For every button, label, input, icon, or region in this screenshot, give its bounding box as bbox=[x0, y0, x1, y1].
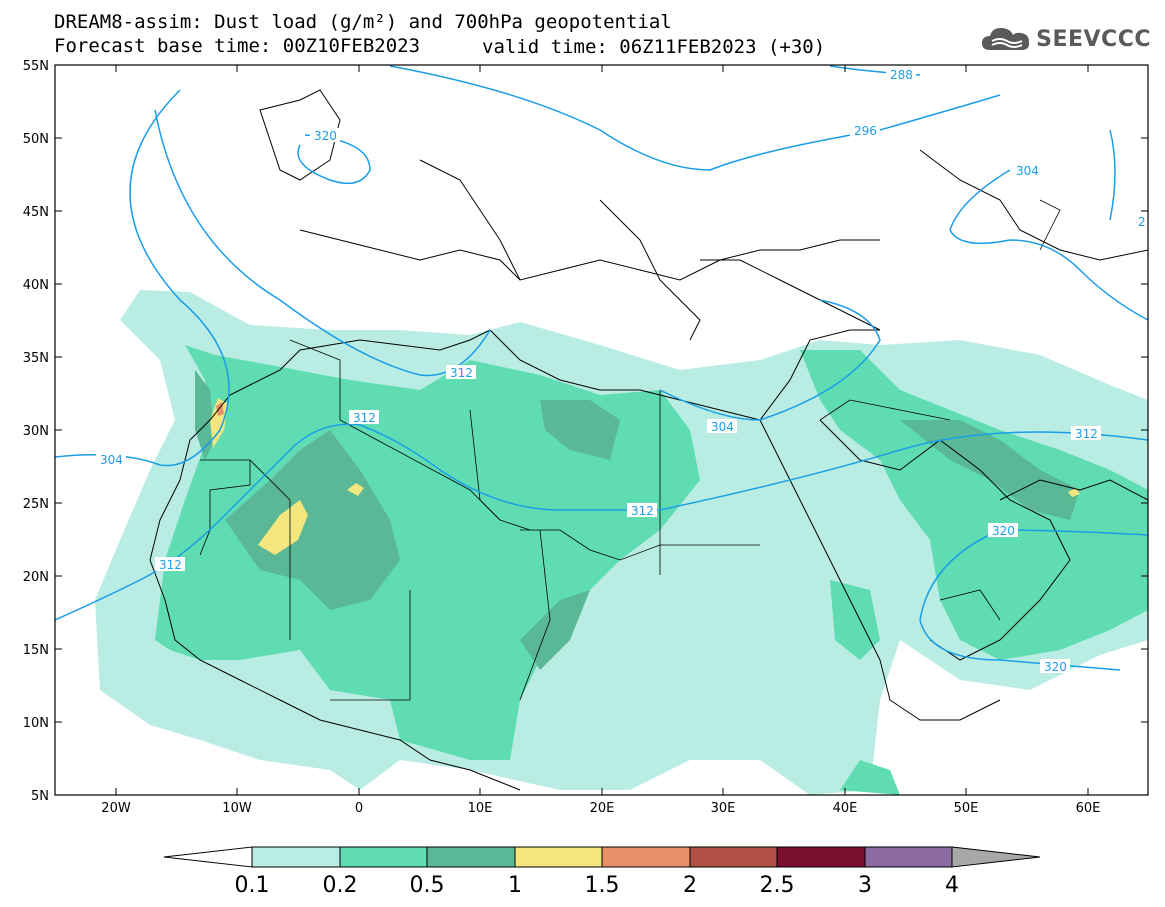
dust-band-0-2b bbox=[800, 350, 1148, 660]
colorbar-labels: 0.1 0.2 0.5 1 1.5 2 2.5 3 4 bbox=[235, 873, 960, 898]
colorbar-label-3: 3 bbox=[858, 873, 872, 898]
lon-tick-10e: 10E bbox=[468, 801, 493, 816]
colorbar-label-2-5: 2.5 bbox=[760, 873, 795, 898]
seevccc-logo: SEEVCCC bbox=[980, 24, 1151, 54]
colorbar-segment-9 bbox=[951, 846, 1041, 868]
dust-band-0-5 bbox=[225, 430, 400, 610]
label-288: 288 bbox=[890, 68, 913, 82]
lat-tick-15n: 15N bbox=[23, 643, 49, 658]
geopotential-contours bbox=[55, 65, 1148, 671]
colorbar-label-4: 4 bbox=[945, 873, 959, 898]
lon-tick-10w: 10W bbox=[222, 801, 252, 816]
label-320-east-b: 320 bbox=[1044, 660, 1067, 674]
lat-tick-55n: 55N bbox=[23, 59, 49, 74]
contour-320-uk bbox=[297, 134, 371, 185]
dust-band-1b bbox=[210, 398, 228, 448]
dust-shading: 288 296 304 304 304 312 312 312 312 312 … bbox=[55, 65, 1148, 795]
colorbar-label-0-2: 0.2 bbox=[323, 873, 358, 898]
colorbar-segment-3 bbox=[426, 846, 516, 868]
lat-axis: 55N 50N 45N 40N 35N 30N 25N 20N 15N 10N … bbox=[23, 59, 1148, 804]
lat-tick-25n: 25N bbox=[23, 497, 49, 512]
dust-band-0-5d bbox=[900, 420, 1080, 520]
contour-296 bbox=[389, 65, 1001, 171]
label-320-uk: 320 bbox=[314, 129, 337, 143]
lat-tick-30n: 30N bbox=[23, 424, 49, 439]
lon-tick-50e: 50E bbox=[954, 801, 979, 816]
lat-tick-40n: 40N bbox=[23, 278, 49, 293]
valid-time: valid time: 06Z11FEB2023 (+30) bbox=[482, 36, 826, 58]
colorbar-segment-5 bbox=[601, 846, 691, 868]
lat-tick-20n: 20N bbox=[23, 570, 49, 585]
label-312-a: 312 bbox=[353, 411, 376, 425]
contour-304-west bbox=[55, 89, 230, 467]
label-edge: 2 bbox=[1138, 215, 1146, 229]
dust-band-1d bbox=[1068, 488, 1080, 497]
cloud-icon bbox=[982, 28, 1030, 50]
colorbar-label-2: 2 bbox=[683, 873, 697, 898]
colorbar-segment-1 bbox=[251, 846, 341, 868]
colorbar-segment-0 bbox=[163, 846, 253, 868]
dust-band-0-5e bbox=[195, 370, 215, 460]
contour-304-central bbox=[659, 299, 881, 421]
dust-band-1c bbox=[347, 483, 364, 496]
dust-band-0-5b bbox=[540, 400, 620, 460]
dust-band-1 bbox=[258, 500, 308, 555]
colorbar-segment-7 bbox=[776, 846, 866, 868]
lon-tick-40e: 40E bbox=[833, 801, 858, 816]
lon-tick-20e: 20E bbox=[590, 801, 615, 816]
colorbar-segment-4 bbox=[514, 846, 603, 868]
colorbar-label-0-5: 0.5 bbox=[410, 873, 445, 898]
lon-tick-30e: 30E bbox=[711, 801, 736, 816]
colorbar-label-1: 1 bbox=[508, 873, 522, 898]
lon-tick-60e: 60E bbox=[1076, 801, 1101, 816]
dust-band-0-2d bbox=[840, 760, 900, 795]
lon-axis: 20W 10W 0 10E 20E 30E 40E 50E 60E bbox=[101, 65, 1100, 816]
contour-320-east bbox=[919, 529, 1148, 671]
lat-tick-45n: 45N bbox=[23, 205, 49, 220]
colorbar-segment-8 bbox=[864, 846, 953, 868]
label-312-c: 312 bbox=[631, 504, 654, 518]
label-304-east: 304 bbox=[1016, 164, 1039, 178]
contour-304-east bbox=[949, 169, 1148, 321]
lat-tick-35n: 35N bbox=[23, 351, 49, 366]
lat-tick-10n: 10N bbox=[23, 716, 49, 731]
label-296: 296 bbox=[854, 124, 877, 138]
contour-edge bbox=[1109, 129, 1116, 221]
colorbar-segment-6 bbox=[689, 846, 778, 868]
colorbar-segment-2 bbox=[339, 846, 428, 868]
label-312-e: 312 bbox=[1075, 427, 1098, 441]
map-title: DREAM8-assim: Dust load (g/m²) and 700hP… bbox=[54, 11, 672, 33]
label-312-b: 312 bbox=[450, 366, 473, 380]
forecast-base-time: Forecast base time: 00Z10FEB2023 bbox=[54, 35, 421, 57]
label-320-east-a: 320 bbox=[992, 524, 1015, 538]
lat-tick-50n: 50N bbox=[23, 132, 49, 147]
colorbar-label-0-1: 0.1 bbox=[235, 873, 270, 898]
country-borders bbox=[199, 199, 1061, 701]
colorbar bbox=[163, 846, 1041, 868]
label-304-west: 304 bbox=[100, 453, 123, 467]
lon-tick-20w: 20W bbox=[101, 801, 131, 816]
dust-band-0-2c bbox=[830, 580, 880, 660]
lat-tick-5n: 5N bbox=[31, 789, 49, 804]
dust-band-0-5c bbox=[520, 590, 590, 670]
colorbar-label-1-5: 1.5 bbox=[585, 873, 620, 898]
contour-312-main bbox=[55, 423, 1148, 621]
logo-text: SEEVCCC bbox=[1036, 26, 1151, 52]
lon-tick-0: 0 bbox=[355, 801, 363, 816]
label-304-central: 304 bbox=[711, 420, 734, 434]
label-312-d: 312 bbox=[159, 558, 182, 572]
contour-labels: 288 296 304 304 304 312 312 312 312 312 … bbox=[96, 67, 1146, 674]
